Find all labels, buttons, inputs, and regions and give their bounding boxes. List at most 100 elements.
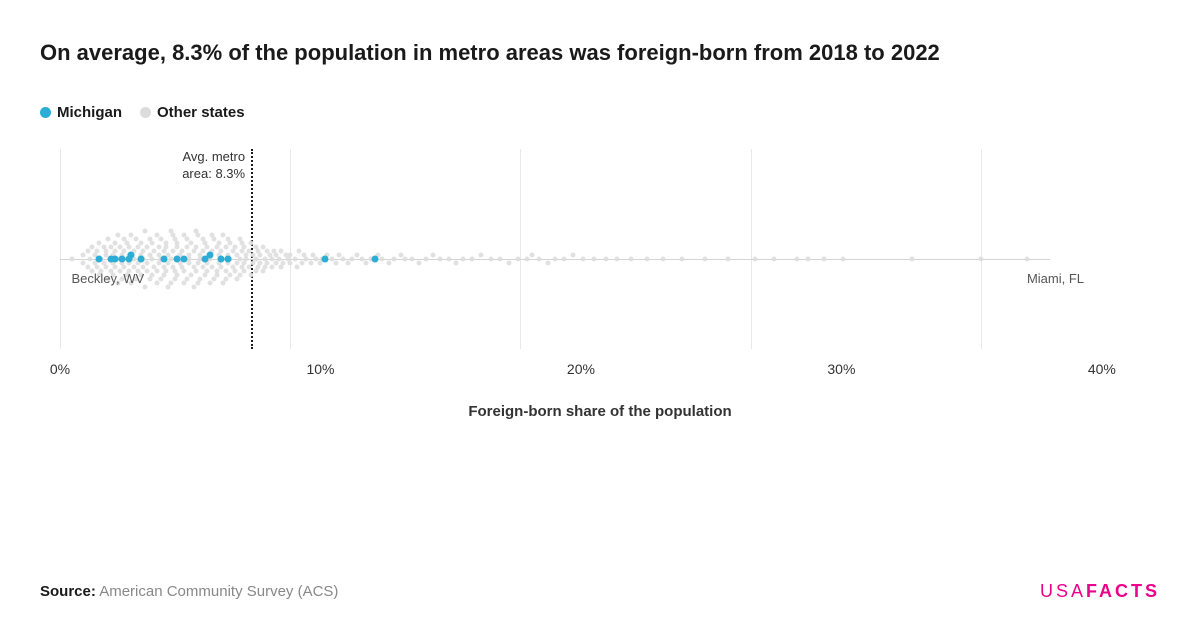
data-point: [380, 256, 385, 261]
data-point: [364, 260, 369, 265]
data-point: [334, 260, 339, 265]
avg-line-label: Avg. metroarea: 8.3%: [182, 149, 251, 183]
plot-area: Avg. metroarea: 8.3%Beckley, WVMiami, FL: [60, 149, 1050, 349]
data-point: [536, 256, 541, 261]
data-point: [454, 260, 459, 265]
legend: MichiganOther states: [40, 104, 1160, 121]
data-point: [219, 248, 224, 253]
data-point: [223, 244, 228, 249]
gridline: [290, 149, 291, 349]
gridline: [751, 149, 752, 349]
data-point: [437, 256, 442, 261]
data-point: [553, 256, 558, 261]
data-point: [244, 256, 249, 261]
data-point: [430, 252, 435, 257]
callout-label: Miami, FL: [1027, 271, 1084, 286]
data-point: [138, 240, 143, 245]
data-point: [168, 280, 173, 285]
data-point: [145, 260, 150, 265]
data-point: [308, 260, 313, 265]
data-point: [447, 256, 452, 261]
legend-swatch: [40, 107, 51, 118]
data-point: [205, 268, 210, 273]
data-point: [281, 260, 286, 265]
data-point: [189, 272, 194, 277]
tick-label: 30%: [827, 361, 855, 377]
data-point: [615, 256, 620, 261]
data-point: [175, 272, 180, 277]
legend-swatch: [140, 107, 151, 118]
data-point: [460, 256, 465, 261]
gridline: [60, 149, 61, 349]
legend-label: Michigan: [57, 104, 122, 121]
data-point: [725, 256, 730, 261]
gridline: [981, 149, 982, 349]
data-point: [168, 256, 173, 261]
data-point: [592, 256, 597, 261]
data-point: [497, 256, 502, 261]
data-point: [106, 236, 111, 241]
callout-label: Beckley, WV: [72, 271, 145, 286]
data-point: [104, 248, 109, 253]
data-point: [529, 252, 534, 257]
data-point: [198, 276, 203, 281]
data-point: [299, 260, 304, 265]
data-point: [403, 256, 408, 261]
data-point: [794, 256, 799, 261]
chart: Avg. metroarea: 8.3% Beckley, WV Miami, FL…: [40, 149, 1160, 399]
data-point: [488, 256, 493, 261]
data-point: [806, 256, 811, 261]
data-point: [154, 280, 159, 285]
data-point: [242, 268, 247, 273]
data-point: [216, 240, 221, 245]
data-point: [387, 260, 392, 265]
data-point: [645, 256, 650, 261]
data-point: [182, 268, 187, 273]
data-point: [113, 248, 118, 253]
data-point: [154, 268, 159, 273]
tick-label: 20%: [567, 361, 595, 377]
tick-label: 10%: [306, 361, 334, 377]
data-point: [115, 232, 120, 237]
data-point: [237, 272, 242, 277]
source-line: Source: American Community Survey (ACS): [40, 583, 338, 600]
data-point: [81, 252, 86, 257]
data-point: [180, 248, 185, 253]
data-point: [191, 284, 196, 289]
data-point: [350, 256, 355, 261]
highlight-point: [137, 255, 144, 262]
data-point: [822, 256, 827, 261]
x-axis-title: Foreign-born share of the population: [40, 403, 1160, 420]
data-point: [562, 256, 567, 261]
data-point: [771, 256, 776, 261]
avg-line: [251, 149, 253, 349]
data-point: [661, 256, 666, 261]
data-point: [506, 260, 511, 265]
tick-label: 0%: [50, 361, 70, 377]
data-point: [184, 276, 189, 281]
highlight-point: [160, 255, 167, 262]
data-point: [909, 256, 914, 261]
logo-part2: FACTS: [1086, 581, 1160, 601]
data-point: [163, 268, 168, 273]
data-point: [269, 264, 274, 269]
highlight-point: [96, 255, 103, 262]
data-point: [753, 256, 758, 261]
data-point: [85, 248, 90, 253]
data-point: [232, 244, 237, 249]
data-point: [417, 260, 422, 265]
data-point: [702, 256, 707, 261]
data-point: [628, 256, 633, 261]
data-point: [193, 244, 198, 249]
gridline: [520, 149, 521, 349]
data-point: [679, 256, 684, 261]
data-point: [200, 248, 205, 253]
data-point: [424, 256, 429, 261]
data-point: [295, 264, 300, 269]
logo-part1: USA: [1040, 581, 1086, 601]
data-point: [228, 272, 233, 277]
data-point: [184, 244, 189, 249]
data-point: [150, 272, 155, 277]
data-point: [391, 256, 396, 261]
data-point: [163, 244, 168, 249]
